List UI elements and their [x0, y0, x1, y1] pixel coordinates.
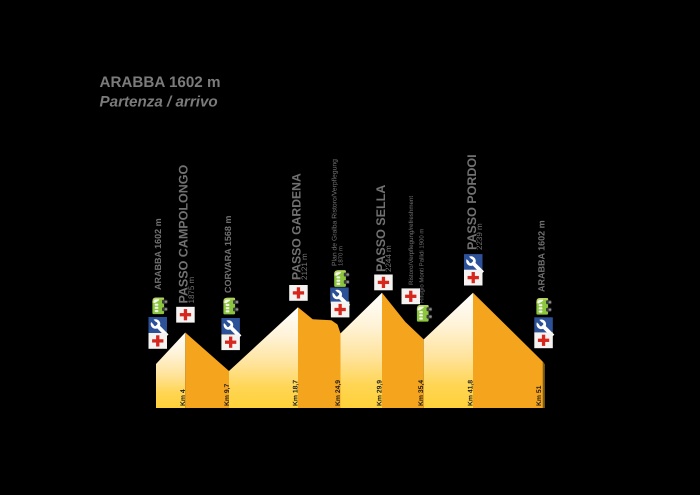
svg-text:ARABBA 1602 m: ARABBA 1602 m [537, 220, 547, 292]
svg-text:Rifugio Monti Pallidi 1900 m: Rifugio Monti Pallidi 1900 m [419, 229, 426, 303]
svg-text:Partenza / arrivo: Partenza / arrivo [100, 94, 218, 111]
svg-text:1870 m: 1870 m [338, 246, 345, 266]
svg-text:2239 m: 2239 m [475, 223, 484, 250]
svg-text:ARABBA 1602 m: ARABBA 1602 m [153, 218, 163, 290]
svg-text:PASSO PORDOI: PASSO PORDOI [465, 154, 479, 250]
svg-text:2121 m: 2121 m [300, 253, 309, 280]
svg-text:Plan de Gralba Ristoro/Verpfle: Plan de Gralba Ristoro/Verpflegung [331, 159, 338, 266]
svg-text:ARABBA 1602 m: ARABBA 1602 m [100, 74, 221, 91]
svg-text:PASSO SELLA: PASSO SELLA [374, 185, 388, 272]
svg-text:Km 51: Km 51 [536, 385, 543, 406]
svg-text:Km 9,7: Km 9,7 [224, 383, 231, 406]
svg-text:CORVARA 1568 m: CORVARA 1568 m [223, 216, 233, 293]
svg-text:Km 35,4: Km 35,4 [418, 380, 425, 406]
svg-text:1875 m: 1875 m [187, 276, 196, 303]
svg-text:Ristoro/Verpflegung/refreshmen: Ristoro/Verpflegung/refreshment [408, 196, 415, 285]
svg-text:Km 29,9: Km 29,9 [377, 380, 384, 406]
svg-text:Km 24,9: Km 24,9 [335, 380, 342, 406]
svg-text:Km 41,8: Km 41,8 [468, 380, 475, 406]
svg-text:Km 18,7: Km 18,7 [293, 380, 300, 406]
svg-text:Km 4: Km 4 [180, 389, 187, 406]
svg-text:PASSO CAMPOLONGO: PASSO CAMPOLONGO [176, 165, 190, 304]
svg-text:2244 m: 2244 m [384, 245, 393, 272]
svg-text:PASSO GARDENA: PASSO GARDENA [290, 173, 304, 280]
